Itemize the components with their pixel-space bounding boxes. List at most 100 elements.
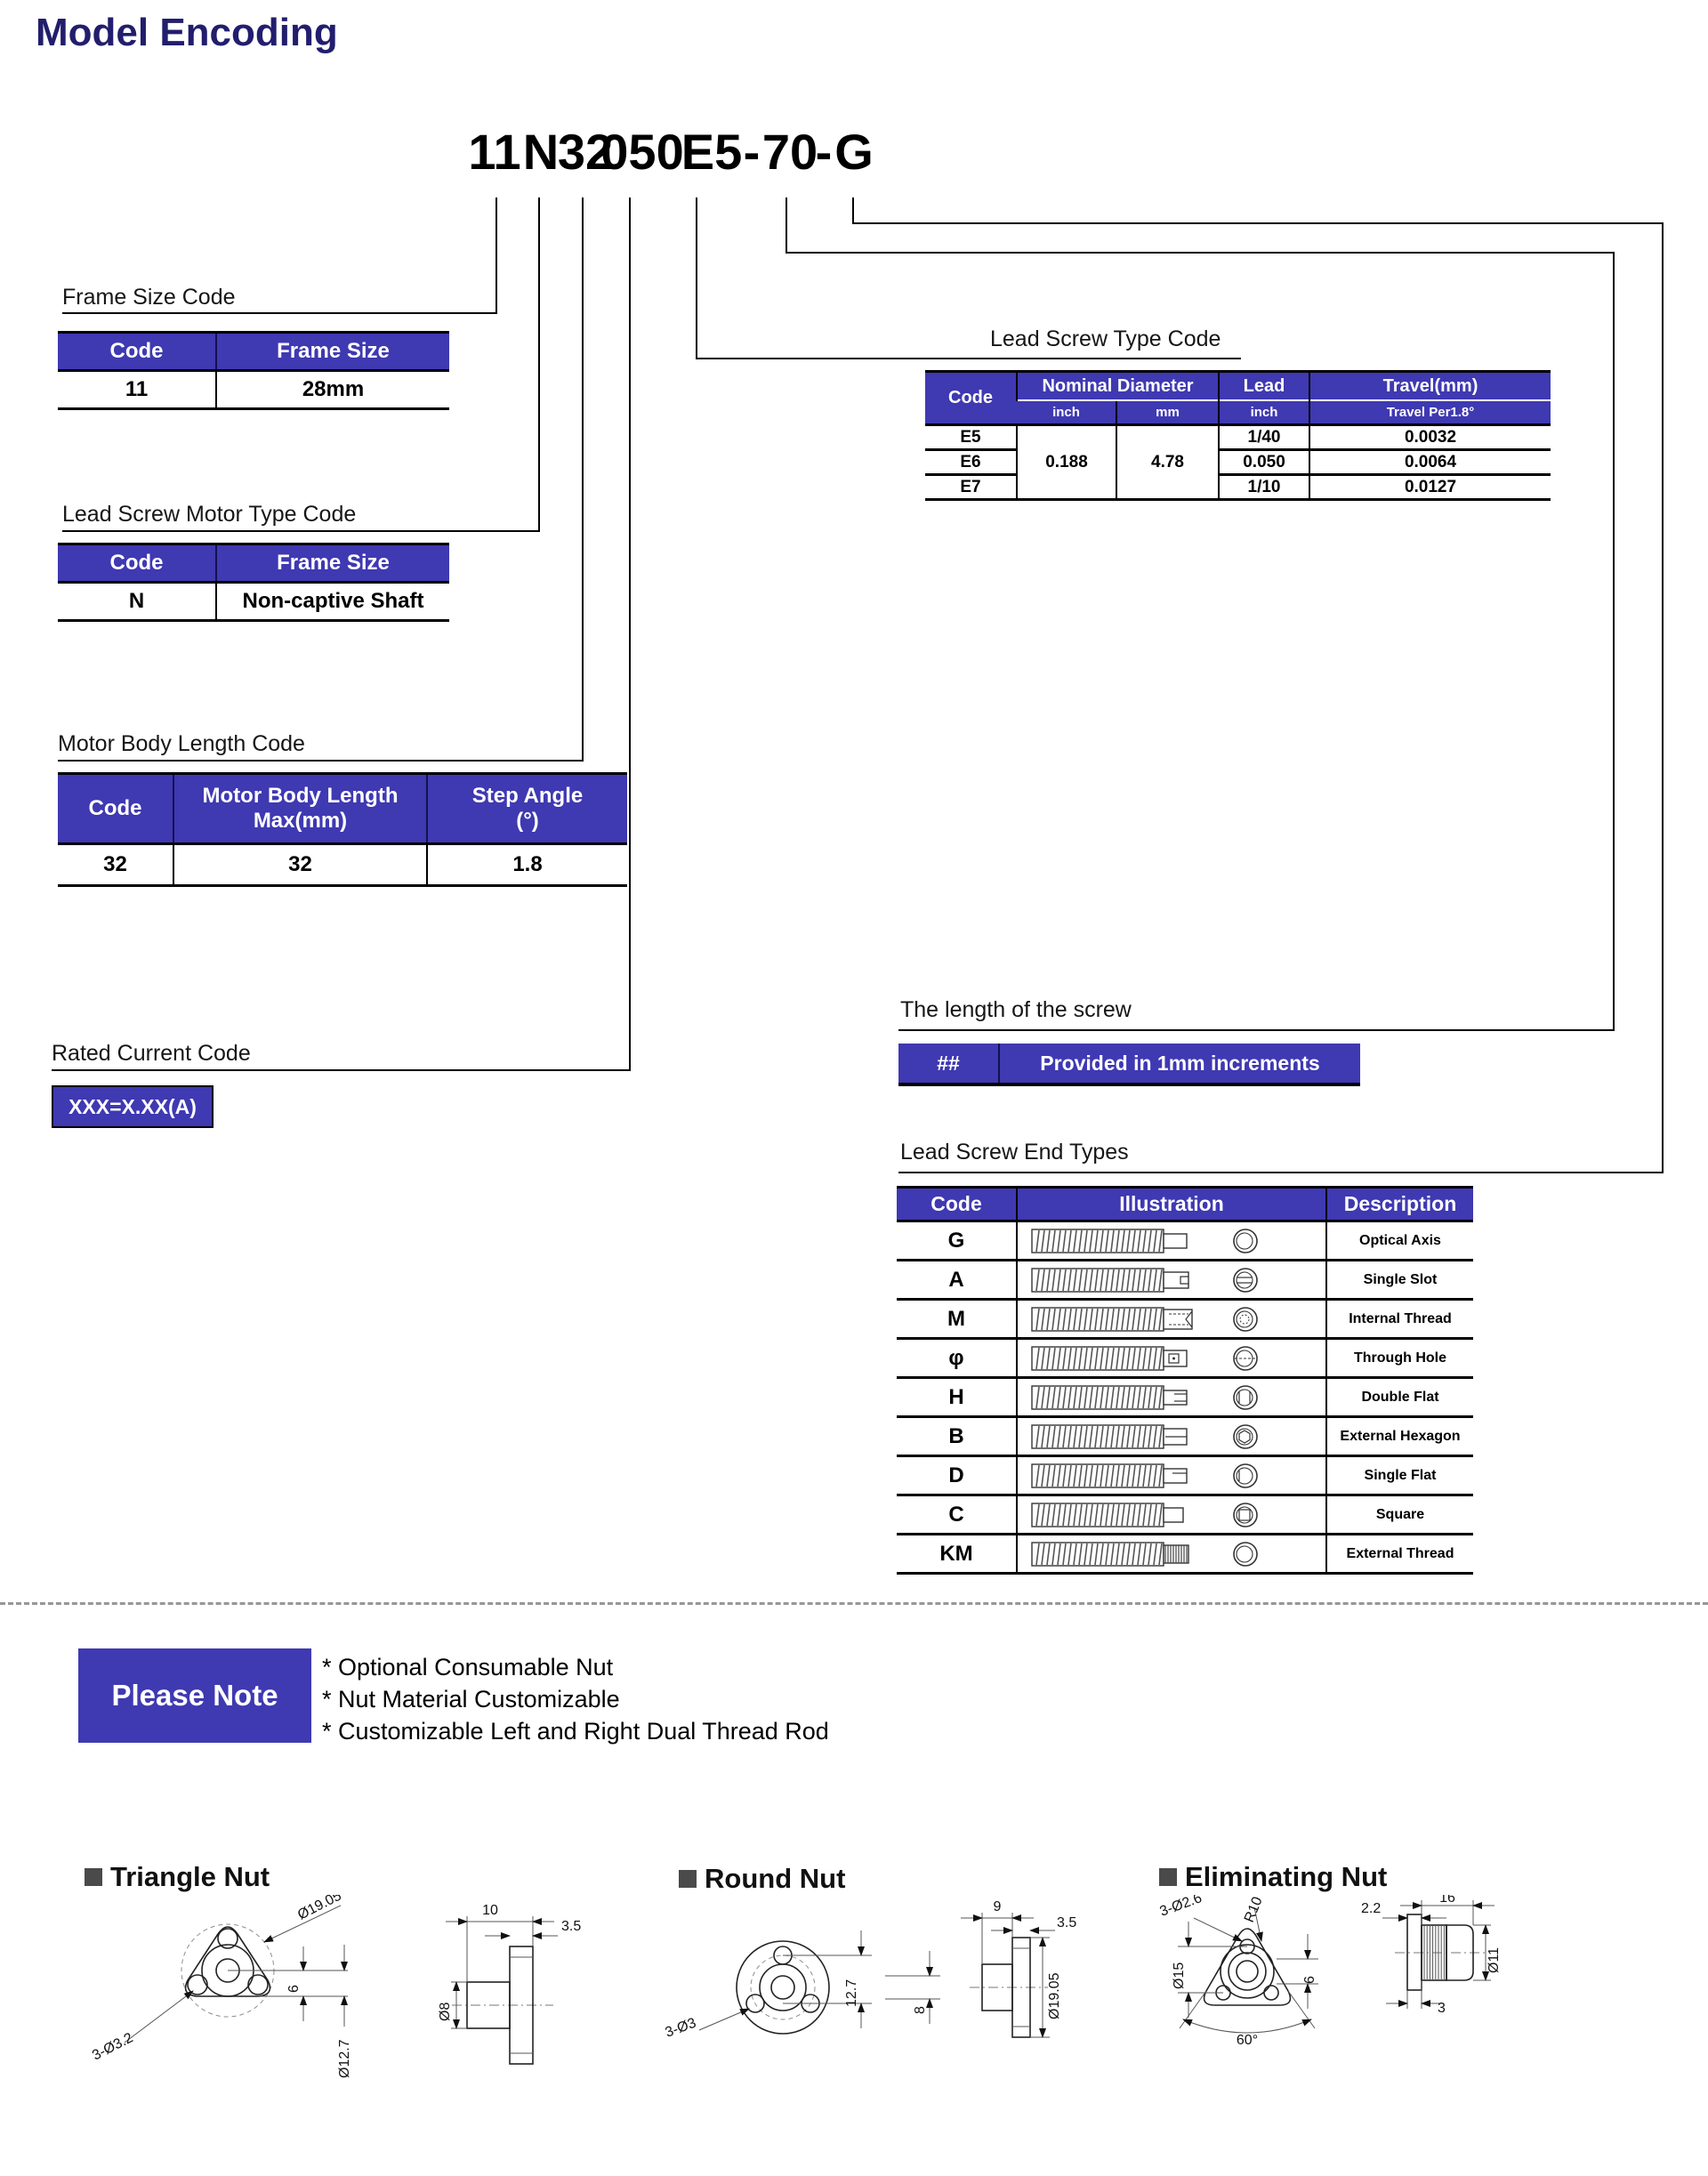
- screw-end-illustration: [1031, 1345, 1258, 1371]
- dim-label: 9: [994, 1899, 1002, 1914]
- dim-label: Ø12.7: [337, 2039, 352, 2078]
- cell-nominal-mm: 4.78: [1116, 424, 1219, 501]
- dim-label: 3-Ø3: [664, 2016, 698, 2041]
- end-type-description: Square: [1325, 1495, 1473, 1535]
- square-bullet-icon: [85, 1868, 102, 1886]
- table-row: E5 0.188 4.78 1/40 0.0032: [925, 424, 1551, 501]
- end-type-illustration: [1016, 1299, 1326, 1340]
- cell-travel: 0.0064: [1309, 449, 1551, 476]
- dim-label: 3: [1438, 2001, 1446, 2016]
- end-type-code: φ: [897, 1338, 1017, 1379]
- model-segment-endtype: G: [834, 124, 874, 180]
- round-nut-drawing: 3-Ø3 12.7 8 9 3.5 Ø19.05: [664, 1899, 1077, 2041]
- end-type-illustration: [1016, 1338, 1326, 1379]
- cell-code: E6: [925, 449, 1017, 476]
- dim-label: 8: [913, 2006, 928, 2014]
- round-nut-heading: Round Nut: [679, 1863, 845, 1895]
- screw-length-text: Provided in 1mm increments: [1040, 1051, 1320, 1075]
- page-title: Model Encoding: [36, 11, 338, 54]
- cell-travel: 0.0127: [1309, 474, 1551, 501]
- end-type-code: KM: [897, 1534, 1017, 1575]
- triangle-nut-drawing: Ø19.05 3-Ø3.2 6 Ø12.7 10 3.5 Ø8: [90, 1895, 581, 2078]
- screw-length-code: ##: [898, 1044, 1000, 1083]
- column-header: Illustration: [1016, 1187, 1326, 1222]
- table-row: 32 32 1.8: [58, 843, 627, 886]
- connector-line: [898, 1172, 1664, 1173]
- model-segment-type: N: [522, 124, 560, 180]
- end-type-description: Single Slot: [1325, 1260, 1473, 1301]
- end-type-row: M Internal Thread: [897, 1299, 1473, 1340]
- column-header: Code: [58, 544, 216, 584]
- end-type-row: G Optical Axis: [897, 1221, 1473, 1261]
- column-header: Code: [58, 332, 216, 372]
- end-type-illustration: [1016, 1455, 1326, 1496]
- column-subheader: Travel Per1.8°: [1309, 399, 1551, 426]
- dim-label: 6: [1302, 1976, 1317, 1984]
- please-note-list: * Optional Consumable Nut * Nut Material…: [322, 1651, 829, 1747]
- eliminating-nut-heading: Eliminating Nut: [1159, 1861, 1387, 1893]
- eliminating-nut-drawing: 3-Ø2.6 R10 Ø15 6 60° 16 2.2 Ø11: [1158, 1895, 1502, 2048]
- cell-travel: 0.0032: [1309, 424, 1551, 451]
- dim-label: Ø19.05: [295, 1895, 344, 1923]
- connector-line: [786, 197, 787, 253]
- nut-title: Triangle Nut: [110, 1861, 270, 1892]
- column-header: Code: [925, 371, 1017, 426]
- screw-end-illustration: [1031, 1267, 1258, 1293]
- cell-code: E5: [925, 424, 1017, 451]
- end-type-code: M: [897, 1299, 1017, 1340]
- body-length-table: Code Motor Body Length Max(mm) Step Angl…: [58, 772, 627, 887]
- model-segment-screwtype: E5: [681, 124, 743, 180]
- column-header: Nominal Diameter: [1016, 371, 1219, 400]
- table-row: 11 28mm: [58, 370, 449, 409]
- column-subheader: mm: [1116, 399, 1219, 426]
- section-label-end-types: Lead Screw End Types: [900, 1140, 1129, 1165]
- end-types-table: Code Illustration Description G Optical A…: [897, 1186, 1473, 1575]
- triangle-nut-heading: Triangle Nut: [85, 1861, 270, 1893]
- cell-code: 11: [125, 377, 149, 401]
- column-header: Frame Size: [215, 544, 449, 584]
- connector-line: [495, 197, 497, 314]
- connector-line: [852, 197, 854, 223]
- dim-label: 3-Ø3.2: [90, 2030, 135, 2063]
- model-segment-current: 050: [600, 124, 684, 180]
- section-label-screw-type: Lead Screw Type Code: [990, 326, 1221, 351]
- cell-lead: 1/40: [1218, 424, 1309, 451]
- dim-label: 16: [1439, 1895, 1455, 1906]
- column-header: Description: [1325, 1187, 1473, 1222]
- connector-line: [1613, 252, 1615, 1031]
- column-header: Code: [58, 773, 173, 845]
- end-type-description: Through Hole: [1325, 1338, 1473, 1379]
- column-subheader: inch: [1218, 399, 1309, 426]
- cell-value: Non-captive Shaft: [215, 582, 449, 621]
- end-type-illustration: [1016, 1416, 1326, 1457]
- dim-label: 2.2: [1361, 1901, 1381, 1916]
- section-label-frame-size: Frame Size Code: [62, 285, 236, 310]
- connector-line: [898, 1029, 1615, 1031]
- column-header: Step Angle (°): [426, 773, 627, 845]
- end-type-code: A: [897, 1260, 1017, 1301]
- square-bullet-icon: [679, 1870, 697, 1888]
- note-item: * Customizable Left and Right Dual Threa…: [322, 1718, 829, 1745]
- screw-end-illustration: [1031, 1423, 1258, 1449]
- end-type-description: External Hexagon: [1325, 1416, 1473, 1457]
- square-bullet-icon: [1159, 1868, 1177, 1886]
- cell-value: 28mm: [215, 370, 449, 409]
- screw-end-illustration: [1031, 1502, 1258, 1527]
- end-type-row: H Double Flat: [897, 1377, 1473, 1418]
- end-type-description: External Thread: [1325, 1534, 1473, 1575]
- end-type-row: φ Through Hole: [897, 1338, 1473, 1379]
- connector-line: [58, 760, 584, 762]
- motor-type-table: Code Frame Size N Non-captive Shaft: [58, 543, 449, 622]
- column-header: Code: [897, 1187, 1017, 1222]
- connector-line: [582, 197, 584, 762]
- screw-end-illustration: [1031, 1541, 1258, 1567]
- end-type-description: Optical Axis: [1325, 1221, 1473, 1261]
- screw-end-illustration: [1031, 1384, 1258, 1410]
- dim-label: 60°: [1237, 2033, 1258, 2048]
- connector-line: [696, 358, 1241, 359]
- cell-value: 32: [173, 843, 427, 886]
- model-dash: -: [743, 124, 761, 180]
- cell-lead: 0.050: [1218, 449, 1309, 476]
- screw-length-bar: ## Provided in 1mm increments: [898, 1044, 1360, 1086]
- please-note-badge: Please Note: [78, 1648, 311, 1743]
